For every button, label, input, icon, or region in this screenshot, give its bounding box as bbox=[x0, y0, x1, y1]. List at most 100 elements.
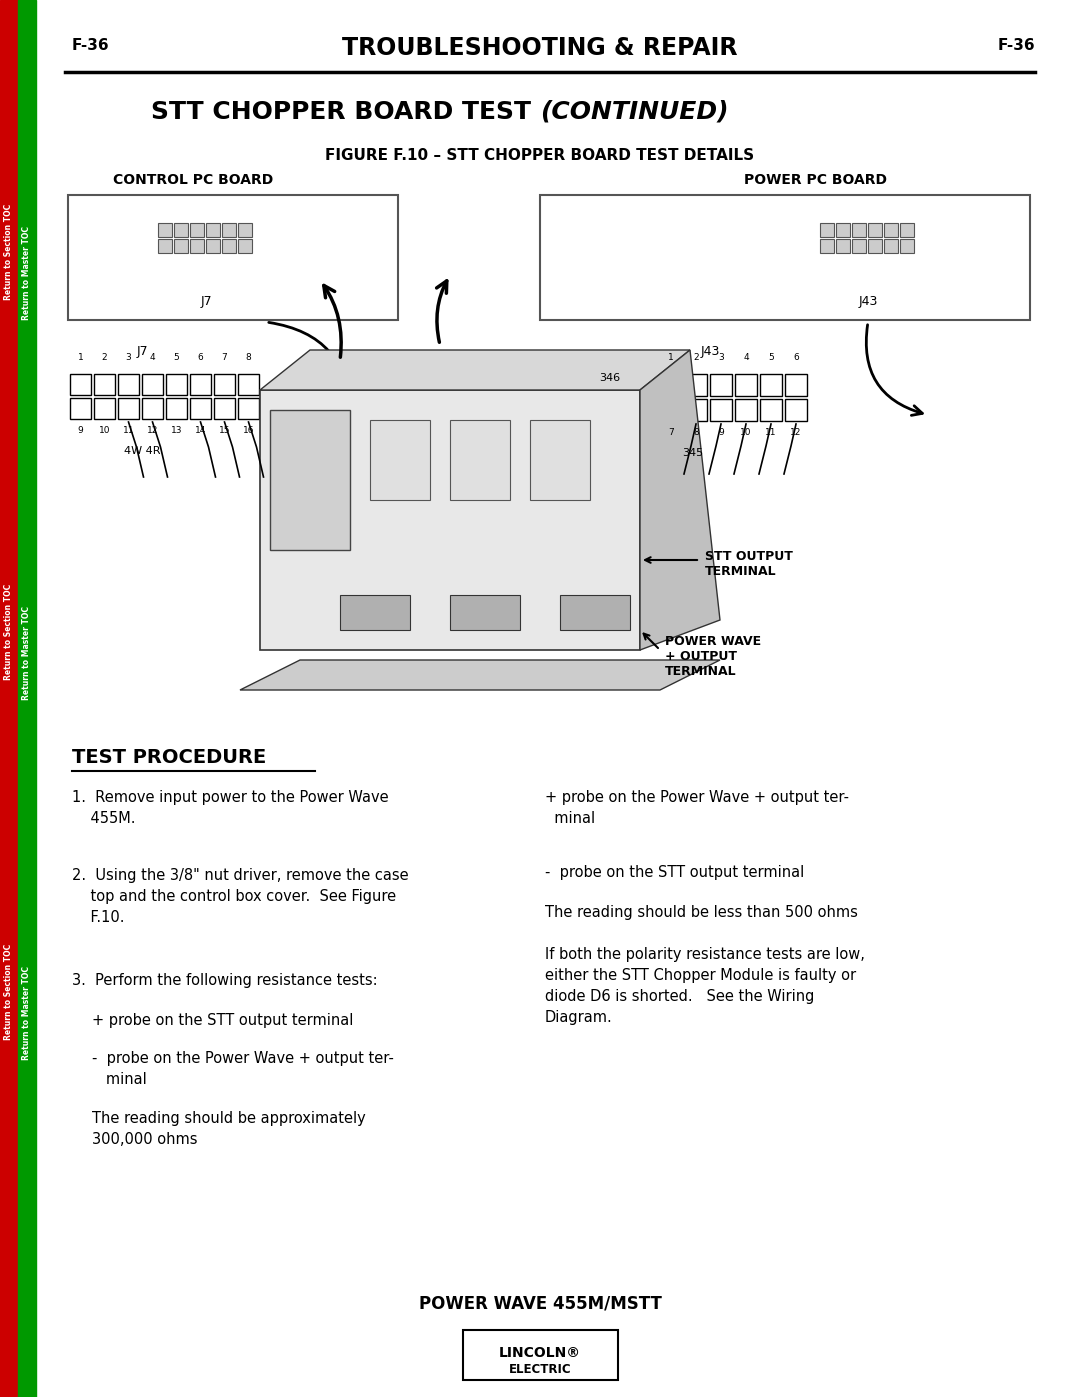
Text: J43: J43 bbox=[859, 295, 878, 307]
Bar bbox=[760, 400, 782, 420]
Bar bbox=[540, 196, 1030, 320]
Bar bbox=[340, 595, 410, 630]
Bar bbox=[450, 420, 510, 500]
Text: 6: 6 bbox=[198, 353, 203, 362]
Bar bbox=[868, 239, 882, 253]
Text: FIGURE F.10 – STT CHOPPER BOARD TEST DETAILS: FIGURE F.10 – STT CHOPPER BOARD TEST DET… bbox=[325, 148, 755, 163]
Bar bbox=[174, 224, 188, 237]
Bar bbox=[166, 398, 187, 419]
Bar bbox=[785, 374, 807, 395]
Polygon shape bbox=[260, 351, 690, 390]
Bar bbox=[70, 398, 91, 419]
Text: STT OUTPUT
TERMINAL: STT OUTPUT TERMINAL bbox=[705, 550, 793, 578]
Text: Return to Master TOC: Return to Master TOC bbox=[23, 965, 31, 1060]
Bar bbox=[166, 374, 187, 395]
Text: 4W 4R: 4W 4R bbox=[124, 446, 160, 455]
Text: Return to Section TOC: Return to Section TOC bbox=[4, 204, 14, 300]
Text: POWER WAVE
+ OUTPUT
TERMINAL: POWER WAVE + OUTPUT TERMINAL bbox=[665, 636, 761, 678]
Text: 6: 6 bbox=[793, 353, 799, 362]
Text: 7: 7 bbox=[669, 427, 674, 437]
Bar bbox=[190, 374, 211, 395]
Text: Return to Section TOC: Return to Section TOC bbox=[4, 584, 14, 680]
Bar bbox=[222, 239, 237, 253]
Bar bbox=[735, 400, 757, 420]
Bar bbox=[141, 374, 163, 395]
Bar bbox=[238, 374, 259, 395]
Bar bbox=[118, 374, 139, 395]
FancyArrowPatch shape bbox=[866, 324, 922, 415]
Bar bbox=[0, 0, 18, 1397]
Text: TROUBLESHOOTING & REPAIR: TROUBLESHOOTING & REPAIR bbox=[342, 36, 738, 60]
Text: 2: 2 bbox=[693, 353, 699, 362]
FancyArrowPatch shape bbox=[436, 281, 447, 342]
Bar bbox=[68, 196, 399, 320]
Bar bbox=[118, 398, 139, 419]
Bar bbox=[141, 398, 163, 419]
Text: Return to Master TOC: Return to Master TOC bbox=[23, 606, 31, 700]
Text: 11: 11 bbox=[123, 426, 134, 434]
Text: 3.  Perform the following resistance tests:: 3. Perform the following resistance test… bbox=[72, 972, 378, 988]
Text: Return to Master TOC: Return to Master TOC bbox=[23, 226, 31, 320]
Bar bbox=[270, 409, 350, 550]
Text: POWER WAVE 455M/MSTT: POWER WAVE 455M/MSTT bbox=[419, 1295, 661, 1313]
Bar bbox=[70, 374, 91, 395]
Bar bbox=[836, 239, 850, 253]
Bar bbox=[852, 239, 866, 253]
Bar bbox=[190, 224, 204, 237]
Text: 3: 3 bbox=[718, 353, 724, 362]
Text: 15: 15 bbox=[219, 426, 230, 434]
Text: 13: 13 bbox=[171, 426, 183, 434]
Bar bbox=[158, 239, 172, 253]
Text: 5: 5 bbox=[768, 353, 774, 362]
Text: J43: J43 bbox=[700, 345, 719, 358]
Text: 16: 16 bbox=[243, 426, 254, 434]
Bar bbox=[190, 239, 204, 253]
Text: 1.  Remove input power to the Power Wave
    455M.: 1. Remove input power to the Power Wave … bbox=[72, 789, 389, 826]
Bar bbox=[214, 374, 235, 395]
Text: F-36: F-36 bbox=[997, 38, 1035, 53]
Bar bbox=[820, 224, 834, 237]
Bar bbox=[462, 1330, 618, 1380]
Text: 7: 7 bbox=[221, 353, 228, 362]
Text: 4: 4 bbox=[743, 353, 748, 362]
Bar bbox=[710, 374, 732, 395]
Text: 10: 10 bbox=[740, 427, 752, 437]
Text: 1: 1 bbox=[669, 353, 674, 362]
Polygon shape bbox=[640, 351, 720, 650]
Bar bbox=[885, 224, 897, 237]
Bar bbox=[214, 398, 235, 419]
Text: The reading should be approximately
300,000 ohms: The reading should be approximately 300,… bbox=[92, 1111, 366, 1147]
Text: + probe on the STT output terminal: + probe on the STT output terminal bbox=[92, 1013, 353, 1028]
Text: If both the polarity resistance tests are low,
either the STT Chopper Module is : If both the polarity resistance tests ar… bbox=[545, 947, 865, 1025]
Bar bbox=[18, 0, 36, 1397]
Text: 1: 1 bbox=[78, 353, 83, 362]
Bar bbox=[174, 239, 188, 253]
Text: J7: J7 bbox=[136, 345, 148, 358]
Text: 2: 2 bbox=[102, 353, 107, 362]
Bar bbox=[660, 400, 681, 420]
Bar bbox=[685, 374, 707, 395]
FancyArrowPatch shape bbox=[324, 285, 341, 358]
Text: 2.  Using the 3/8" nut driver, remove the case
    top and the control box cover: 2. Using the 3/8" nut driver, remove the… bbox=[72, 868, 408, 925]
Bar bbox=[238, 239, 252, 253]
Bar bbox=[530, 420, 590, 500]
Bar bbox=[450, 595, 519, 630]
Text: 4: 4 bbox=[150, 353, 156, 362]
Text: J7: J7 bbox=[200, 295, 212, 307]
Text: CONTROL PC BOARD: CONTROL PC BOARD bbox=[113, 173, 273, 187]
Text: -  probe on the STT output terminal: - probe on the STT output terminal bbox=[545, 865, 805, 880]
Text: 346: 346 bbox=[599, 373, 620, 383]
Bar bbox=[900, 224, 914, 237]
Text: 5: 5 bbox=[174, 353, 179, 362]
Bar bbox=[760, 374, 782, 395]
Bar bbox=[370, 420, 430, 500]
Bar bbox=[238, 224, 252, 237]
Bar bbox=[868, 224, 882, 237]
Bar bbox=[561, 595, 630, 630]
Text: TEST PROCEDURE: TEST PROCEDURE bbox=[72, 747, 267, 767]
Bar bbox=[735, 374, 757, 395]
Bar bbox=[685, 400, 707, 420]
Bar bbox=[836, 224, 850, 237]
Polygon shape bbox=[240, 659, 720, 690]
Text: F-36: F-36 bbox=[72, 38, 110, 53]
